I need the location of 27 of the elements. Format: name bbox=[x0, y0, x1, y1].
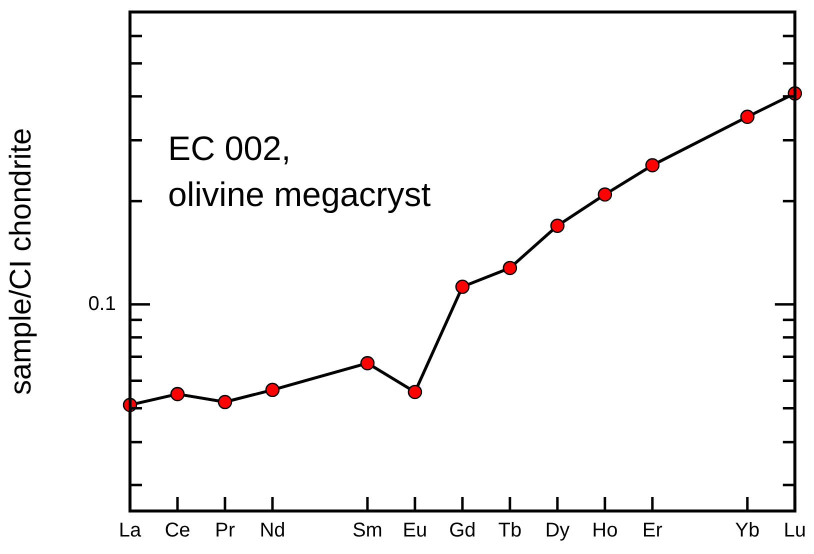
x-tick-label: Tb bbox=[498, 520, 522, 542]
y-axis-title: sample/CI chondrite bbox=[4, 128, 38, 395]
x-tick-label: La bbox=[118, 520, 142, 542]
point bbox=[218, 394, 232, 410]
x-tick-label: Nd bbox=[260, 520, 286, 542]
point bbox=[408, 384, 422, 400]
point bbox=[455, 280, 470, 294]
point bbox=[360, 356, 375, 370]
x-tick-label: Ho bbox=[592, 520, 618, 542]
x-tick-label: Dy bbox=[545, 520, 570, 542]
x-tick-label: Sm bbox=[352, 520, 382, 542]
x-tick-label: Yb bbox=[735, 520, 760, 542]
point bbox=[265, 382, 280, 398]
x-tick-label: Gd bbox=[449, 520, 476, 542]
point bbox=[170, 386, 185, 402]
point bbox=[645, 158, 660, 172]
x-tick-label: Er bbox=[642, 520, 663, 542]
point bbox=[550, 218, 565, 233]
text: 0.1 bbox=[88, 292, 116, 315]
x-tick-label: Eu bbox=[402, 520, 428, 542]
point bbox=[598, 187, 612, 202]
x-tick-label: Ce bbox=[164, 520, 190, 542]
x-tick-label: Lu bbox=[784, 520, 806, 542]
x-tick-label: Pr bbox=[214, 520, 236, 542]
point bbox=[502, 260, 518, 276]
point bbox=[740, 110, 755, 124]
annotation: EC 002, olivine megacryst bbox=[168, 130, 432, 214]
